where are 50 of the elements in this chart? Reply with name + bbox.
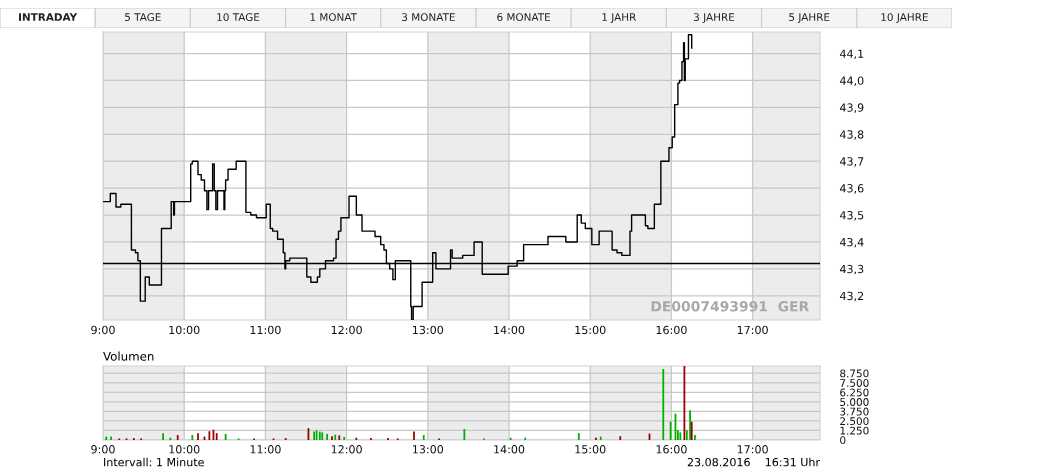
y-tick-label: 43,6 — [839, 184, 864, 194]
x-tick-label: 15:00 — [575, 445, 606, 454]
y-tick-label: 43,7 — [839, 157, 864, 167]
y-tick-label: 0 — [840, 436, 846, 445]
x-tick-label: 9:00 — [91, 325, 115, 335]
y-tick-label: 7.500 — [840, 379, 869, 387]
x-tick-label: 10:00 — [169, 445, 200, 454]
text: 6 MONATE — [497, 13, 551, 22]
text: 1 JAHR — [602, 13, 637, 23]
y-tick-label: 2.500 — [840, 417, 869, 426]
y-tick-label: 5.000 — [840, 398, 869, 406]
x-tick-label: 12:00 — [331, 325, 362, 335]
x-tick-label: 13:00 — [413, 325, 444, 335]
y-tick-label: 6.250 — [840, 388, 869, 397]
y-tick-label: 43,9 — [839, 103, 864, 113]
text: 23.08.2016 16:31 Uhr — [687, 457, 820, 467]
x-tick-label: 17:00 — [737, 325, 768, 335]
chart-title: Volumen — [103, 351, 154, 361]
x-tick-label: 11:00 — [250, 445, 281, 454]
x-tick-label: 16:00 — [656, 445, 687, 454]
x-tick-label: 11:00 — [250, 325, 281, 335]
annotation: DE0007493991 GER — [651, 301, 809, 312]
y-tick-label: 8.750 — [840, 369, 869, 378]
text: 5 TAGE — [125, 13, 161, 22]
x-tick-label: 9:00 — [91, 445, 115, 454]
text: Intervall: 1 Minute — [104, 457, 204, 467]
text: 10 JAHRE — [881, 13, 928, 23]
y-tick-label: 44,0 — [839, 76, 864, 86]
x-tick-label: 14:00 — [494, 325, 525, 335]
x-tick-label: 12:00 — [331, 445, 362, 454]
x-tick-label: 14:00 — [494, 445, 525, 454]
text: INTRADAY — [19, 13, 78, 21]
x-tick-label: 15:00 — [575, 325, 606, 335]
text: 5 JAHRE — [789, 13, 830, 23]
x-tick-label: 10:00 — [169, 325, 200, 335]
text: 3 MONATE — [402, 13, 455, 22]
text: 3 JAHRE — [693, 13, 735, 23]
x-tick-label: 13:00 — [413, 445, 444, 454]
text: 10 TAGE — [217, 13, 260, 22]
y-tick-label: 43,8 — [839, 130, 864, 140]
x-tick-label: 17:00 — [737, 445, 768, 454]
text: 1 MONAT — [310, 13, 358, 22]
y-tick-label: 3.750 — [840, 407, 869, 416]
y-tick-label: 44,1 — [839, 49, 864, 60]
y-tick-label: 43,2 — [839, 291, 864, 302]
y-tick-label: 43,4 — [839, 237, 864, 248]
y-tick-label: 43,3 — [839, 264, 864, 275]
x-tick-label: 16:00 — [656, 325, 687, 335]
y-tick-label: 43,5 — [839, 211, 864, 221]
y-tick-label: 1.250 — [840, 426, 869, 435]
